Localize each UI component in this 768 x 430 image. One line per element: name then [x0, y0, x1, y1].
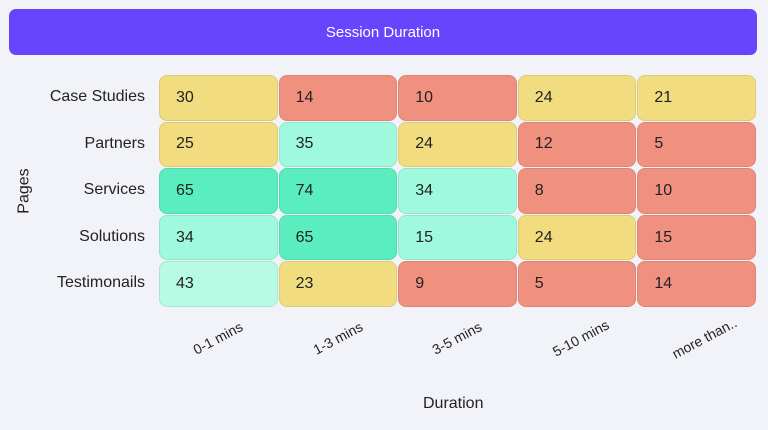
y-axis-title: Pages — [15, 168, 33, 214]
heatmap-cell: 34 — [398, 168, 517, 214]
heatmap-cell: 24 — [517, 214, 637, 261]
heatmap-cell: 10 — [398, 75, 517, 121]
heatmap-cell: 5 — [637, 121, 756, 168]
heatmap-cell: 34 — [159, 214, 278, 261]
heatmap-cell: 43 — [159, 261, 278, 307]
heatmap-cell: 9 — [398, 261, 517, 307]
y-tick-label: Solutions — [79, 227, 145, 245]
x-tick-label: 5-10 mins — [549, 316, 612, 360]
heatmap-cell: 74 — [278, 168, 398, 214]
heatmap-cell: 30 — [159, 75, 278, 121]
y-tick-label: Testimonails — [56, 274, 145, 292]
heatmap-cell: 65 — [278, 214, 398, 261]
x-tick-label: 3-5 mins — [429, 318, 485, 358]
heatmap-cell: 65 — [159, 168, 278, 214]
heatmap-cell: 15 — [637, 214, 756, 261]
x-axis-title: Duration — [423, 395, 484, 412]
heatmap-cell: 23 — [278, 261, 398, 307]
heatmap-cell: 14 — [637, 261, 756, 307]
heatmap-cell: 21 — [637, 75, 756, 121]
x-tick-label: 1-3 mins — [309, 318, 365, 358]
heatmap-cell: 10 — [637, 168, 756, 214]
heatmap-cell: 5 — [517, 261, 637, 307]
y-tick-label: Partners — [84, 134, 145, 152]
heatmap-cell: 35 — [278, 121, 398, 168]
heatmap-cell: 8 — [517, 168, 637, 214]
heatmap-cell: 25 — [159, 121, 278, 168]
x-tick-label: more than.. — [669, 314, 740, 362]
x-tick-label: 0-1 mins — [190, 318, 246, 358]
heatmap-cell: 14 — [278, 75, 398, 121]
heatmap-cell: 24 — [398, 121, 517, 168]
chart-title: Session Duration — [9, 9, 757, 55]
heatmap-cell: 15 — [398, 214, 517, 261]
y-tick-label: Case Studies — [49, 88, 145, 105]
heatmap-cell: 12 — [517, 121, 637, 168]
heatmap-cell: 24 — [517, 75, 637, 121]
y-tick-label: Services — [83, 181, 145, 199]
